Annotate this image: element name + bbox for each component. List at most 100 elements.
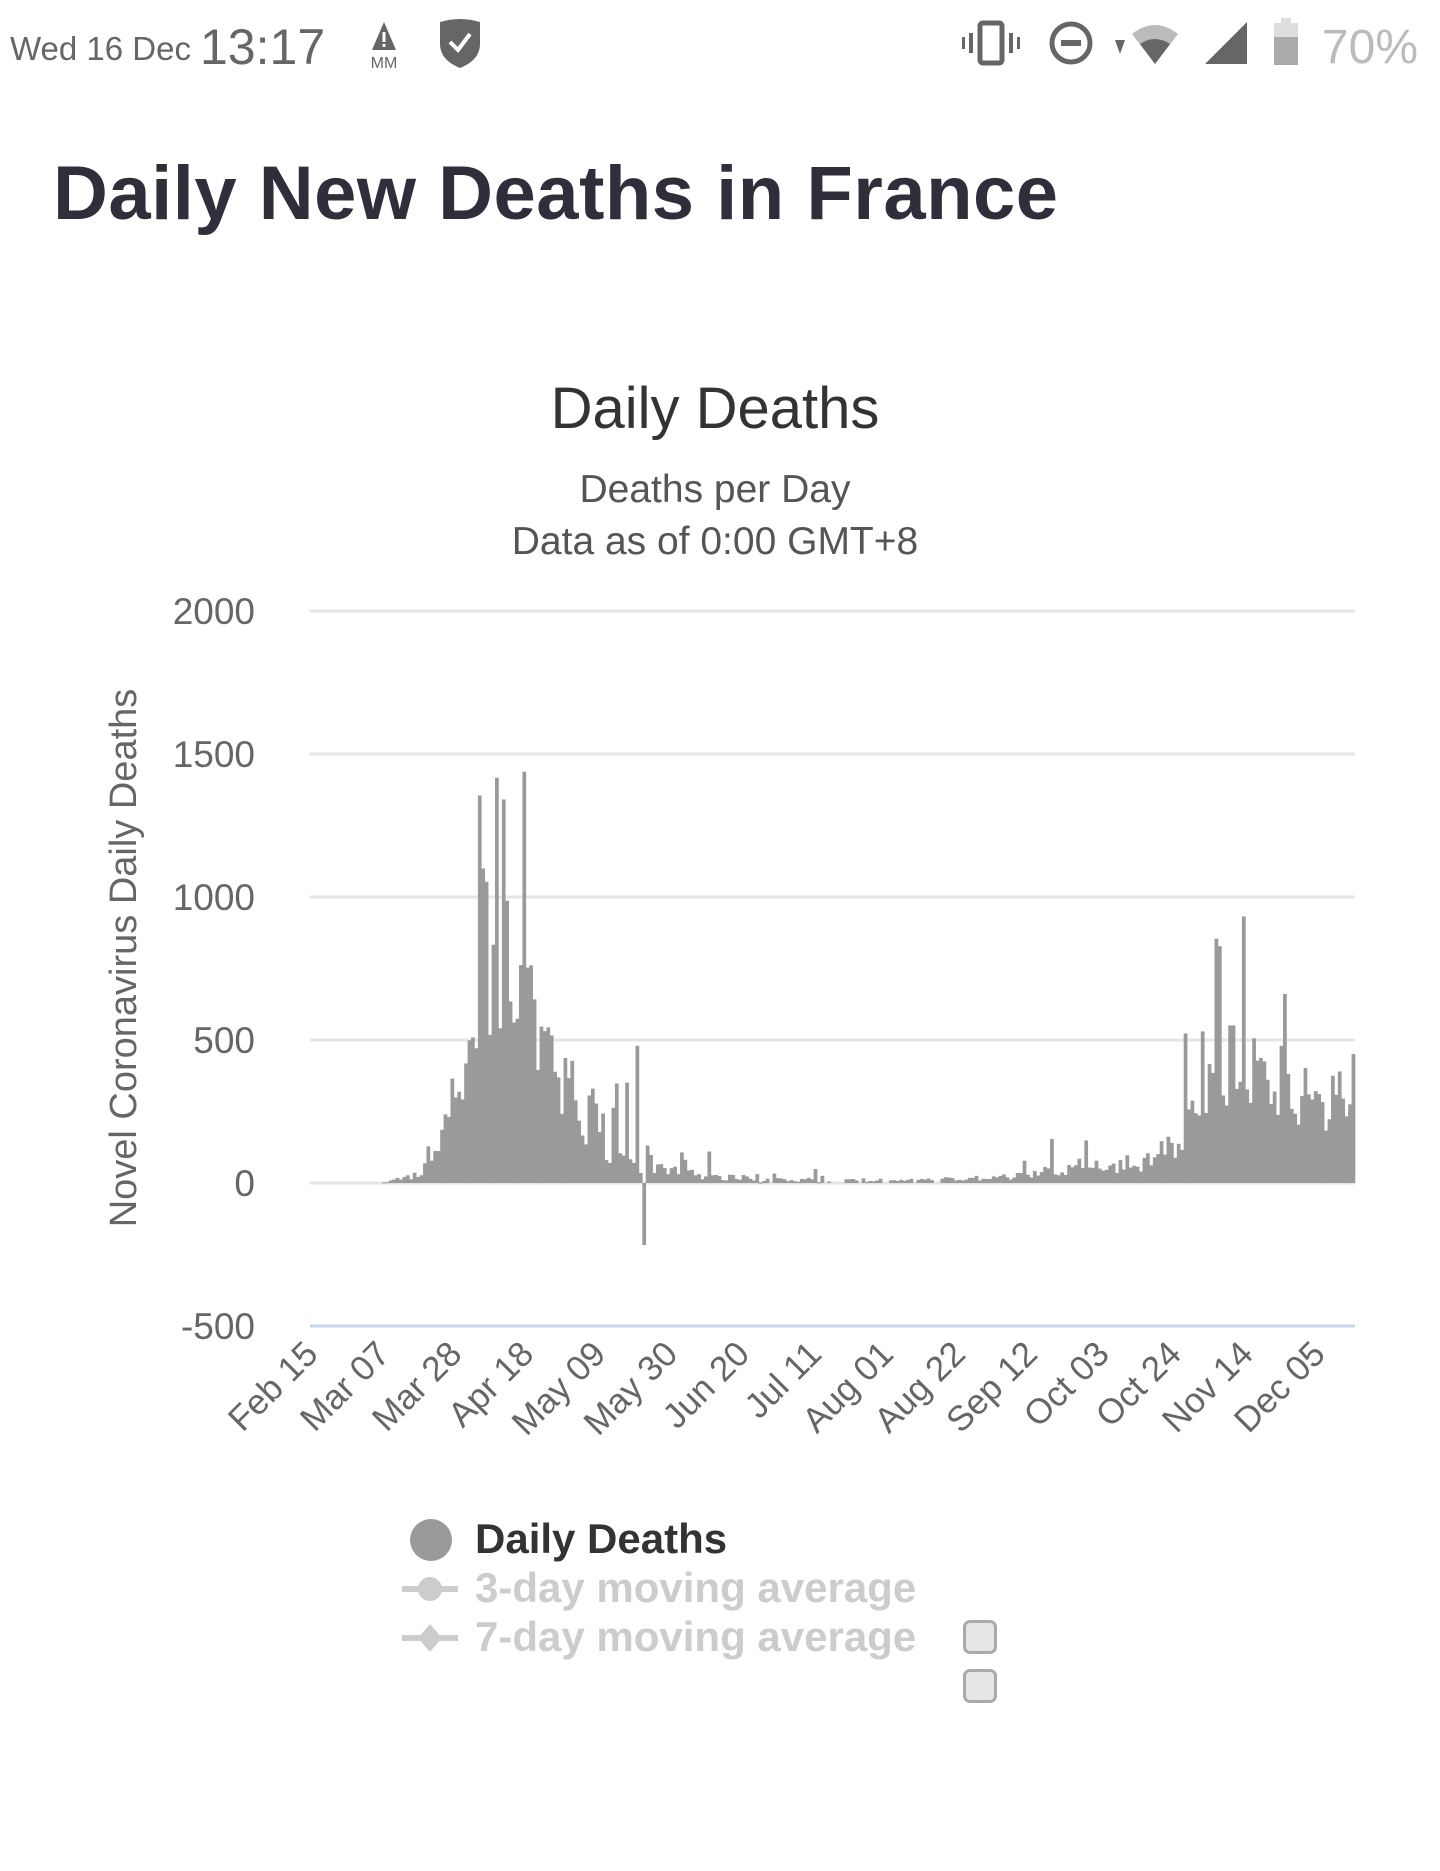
bar (597, 1132, 602, 1183)
bar (1307, 1094, 1311, 1183)
bar (1098, 1168, 1102, 1183)
legend-line-diamond-icon (402, 1624, 458, 1652)
bar (1050, 1138, 1054, 1183)
bar (566, 1078, 571, 1183)
bar (1032, 1170, 1037, 1183)
bar (1276, 1114, 1280, 1183)
bar (1200, 1031, 1205, 1183)
y-tick-label: 2000 (173, 591, 255, 632)
bar (1012, 1177, 1017, 1183)
bar (614, 1083, 619, 1183)
legend-circle-icon (410, 1519, 452, 1561)
bar (1331, 1075, 1335, 1183)
bar (495, 777, 499, 1183)
bar (498, 1028, 503, 1183)
y-axis-title: Novel Coronavirus Daily Deaths (103, 689, 145, 1228)
bar (1337, 1071, 1342, 1183)
bar (926, 1178, 931, 1183)
bar (652, 1172, 657, 1183)
bar (656, 1164, 660, 1183)
bar (625, 1082, 629, 1183)
bar (1084, 1140, 1089, 1183)
bar (1207, 1064, 1212, 1183)
bar (426, 1146, 431, 1183)
bar (786, 1181, 790, 1183)
bar (1060, 1172, 1065, 1183)
bar (796, 1181, 801, 1183)
bar (930, 1180, 934, 1183)
bar (892, 1180, 897, 1183)
bar (1296, 1124, 1301, 1183)
bar (604, 1160, 609, 1183)
bar (659, 1164, 664, 1183)
bar (1015, 1172, 1020, 1183)
bar (1122, 1169, 1126, 1183)
bar (584, 1144, 588, 1183)
bar (1091, 1167, 1095, 1183)
bar (789, 1180, 794, 1183)
bar (1327, 1119, 1332, 1183)
bar (1231, 1025, 1236, 1183)
bar (611, 1107, 616, 1183)
bar (1053, 1174, 1058, 1183)
battery-percent: 70% (1321, 21, 1418, 74)
bar (484, 881, 489, 1183)
bar (765, 1178, 770, 1183)
bar (1046, 1168, 1051, 1183)
bar (1183, 1033, 1188, 1183)
bar (1176, 1143, 1181, 1183)
bar (748, 1178, 753, 1183)
bar (813, 1168, 818, 1183)
bar (1005, 1177, 1010, 1183)
bar (423, 1163, 427, 1183)
bar (940, 1178, 945, 1183)
bar (666, 1174, 671, 1183)
bar (988, 1178, 993, 1183)
y-tick-label: 1500 (173, 734, 255, 775)
bar (676, 1174, 681, 1183)
bar (960, 1180, 965, 1183)
bar (782, 1179, 787, 1183)
bar (1077, 1158, 1082, 1183)
bar (861, 1178, 866, 1183)
bar (1293, 1113, 1298, 1183)
bar (1279, 1045, 1284, 1183)
3day-average-checkbox[interactable] (963, 1620, 997, 1654)
chart-subtitle-2: Data as of 0:00 GMT+8 (511, 520, 919, 563)
bar (1029, 1177, 1034, 1183)
bar (542, 1031, 547, 1183)
bar (734, 1178, 739, 1183)
bar (1262, 1061, 1267, 1183)
bar (1197, 1115, 1202, 1183)
page-title: Daily New Deaths in France (53, 151, 1059, 236)
bar (889, 1180, 893, 1183)
bar (1204, 1112, 1208, 1183)
bar (1101, 1170, 1106, 1183)
svg-text:MM: MM (371, 55, 398, 70)
bar (981, 1178, 986, 1183)
bar (704, 1176, 708, 1183)
bar (1221, 1095, 1226, 1183)
bar (762, 1180, 766, 1183)
bar (854, 1180, 859, 1183)
bar (714, 1174, 719, 1183)
bar (707, 1151, 712, 1183)
bar (1146, 1153, 1150, 1183)
y-tick-label: -500 (181, 1306, 255, 1347)
bar (649, 1154, 653, 1183)
bar (1248, 1102, 1253, 1183)
bar (628, 1159, 633, 1183)
bar (1214, 938, 1219, 1183)
bar (1259, 1058, 1263, 1183)
bar (1070, 1167, 1075, 1183)
bar (690, 1169, 695, 1183)
bar (1310, 1099, 1315, 1183)
7day-average-checkbox[interactable] (963, 1669, 997, 1703)
bar (402, 1176, 407, 1183)
bar (847, 1179, 852, 1183)
bar (1067, 1164, 1071, 1183)
bar (991, 1176, 996, 1183)
bar (738, 1179, 743, 1183)
bar (865, 1182, 869, 1184)
bar (717, 1176, 722, 1183)
